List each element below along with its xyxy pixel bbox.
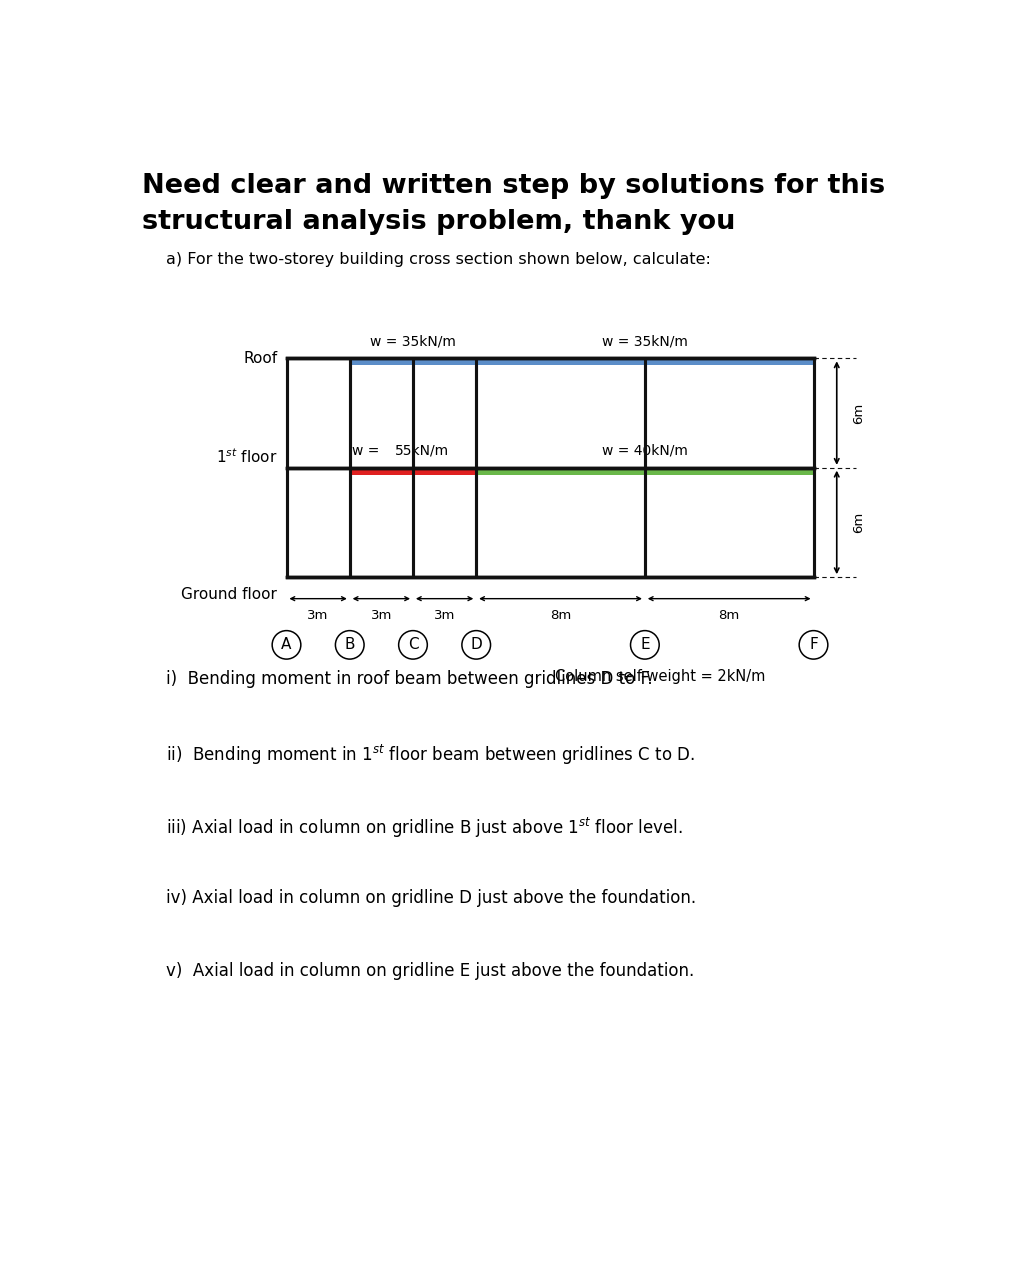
Text: Roof: Roof bbox=[243, 351, 277, 366]
Text: iv) Axial load in column on gridline D just above the foundation.: iv) Axial load in column on gridline D j… bbox=[166, 888, 696, 908]
Text: 3m: 3m bbox=[307, 609, 329, 622]
Text: Column self-weight = 2kN/m: Column self-weight = 2kN/m bbox=[555, 669, 766, 685]
Text: Ground floor: Ground floor bbox=[182, 586, 277, 602]
Text: E: E bbox=[640, 637, 649, 653]
Text: A: A bbox=[282, 637, 292, 653]
Bar bbox=[476, 467, 814, 475]
Bar bbox=[350, 467, 476, 475]
Text: ii)  Bending moment in 1$^{st}$ floor beam between gridlines C to D.: ii) Bending moment in 1$^{st}$ floor bea… bbox=[166, 742, 695, 767]
Text: v)  Axial load in column on gridline E just above the foundation.: v) Axial load in column on gridline E ju… bbox=[166, 963, 694, 980]
Text: 8m: 8m bbox=[550, 609, 571, 622]
Text: i)  Bending moment in roof beam between gridlines D to F.: i) Bending moment in roof beam between g… bbox=[166, 669, 653, 687]
Text: D: D bbox=[471, 637, 482, 653]
Text: iii) Axial load in column on gridline B just above 1$^{st}$ floor level.: iii) Axial load in column on gridline B … bbox=[166, 815, 683, 840]
Text: a) For the two-storey building cross section shown below, calculate:: a) For the two-storey building cross sec… bbox=[166, 252, 712, 268]
Text: structural analysis problem, thank you: structural analysis problem, thank you bbox=[142, 209, 735, 236]
Text: 6m: 6m bbox=[853, 402, 865, 424]
Text: w = 35kN/m: w = 35kN/m bbox=[370, 334, 456, 348]
Text: C: C bbox=[407, 637, 419, 653]
Text: 3m: 3m bbox=[371, 609, 392, 622]
Text: F: F bbox=[809, 637, 818, 653]
Text: 1$^{st}$ floor: 1$^{st}$ floor bbox=[215, 447, 277, 466]
Text: 55kN/m: 55kN/m bbox=[395, 444, 449, 458]
Text: Need clear and written step by solutions for this: Need clear and written step by solutions… bbox=[142, 173, 885, 198]
Text: 8m: 8m bbox=[719, 609, 740, 622]
Text: 3m: 3m bbox=[434, 609, 455, 622]
Bar bbox=[350, 358, 814, 365]
Text: B: B bbox=[344, 637, 355, 653]
Text: w = 35kN/m: w = 35kN/m bbox=[602, 334, 688, 348]
Text: 6m: 6m bbox=[853, 512, 865, 532]
Text: w =: w = bbox=[352, 444, 380, 458]
Text: w = 40kN/m: w = 40kN/m bbox=[602, 444, 688, 458]
